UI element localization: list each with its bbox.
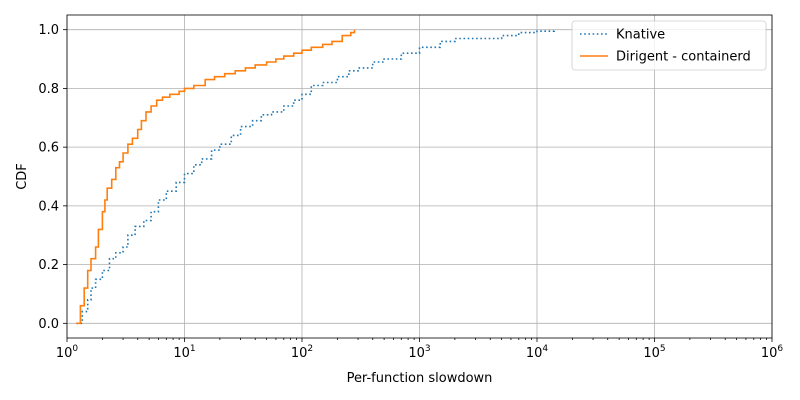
legend-box [571,20,767,71]
x-tick-label: 102 [291,344,313,361]
x-tick-label: 103 [408,344,430,361]
legend-label: Dirigent - containerd [616,50,751,65]
y-tick-label: 0.4 [38,199,59,214]
y-axis-label: CDF [15,163,30,190]
x-tick-label: 104 [526,344,549,361]
legend-label: Knative [616,28,665,43]
y-tick-label: 0.8 [38,82,59,97]
y-tick-label: 1.0 [38,23,59,38]
x-tick-label: 100 [56,344,79,361]
x-tick-label: 106 [761,344,784,361]
series-line-dirigent-containerd [76,29,356,325]
x-tick-label: 101 [173,344,195,361]
legend: Knative Dirigent - containerd [571,20,767,71]
y-tick-label: 0.6 [38,141,59,156]
y-tick-label: 0.0 [38,317,59,332]
y-tick-label: 0.2 [38,258,59,273]
series-line-knative [76,29,555,325]
series-lines [76,29,555,325]
y-tick-labels: 0.0 0.2 0.4 0.6 0.8 1.0 [38,23,59,332]
axis-ticks [63,29,773,342]
x-axis-label: Per-function slowdown [347,371,493,386]
x-tick-label: 105 [643,344,665,361]
x-tick-labels: 100 101 102 103 104 105 106 [56,344,784,361]
